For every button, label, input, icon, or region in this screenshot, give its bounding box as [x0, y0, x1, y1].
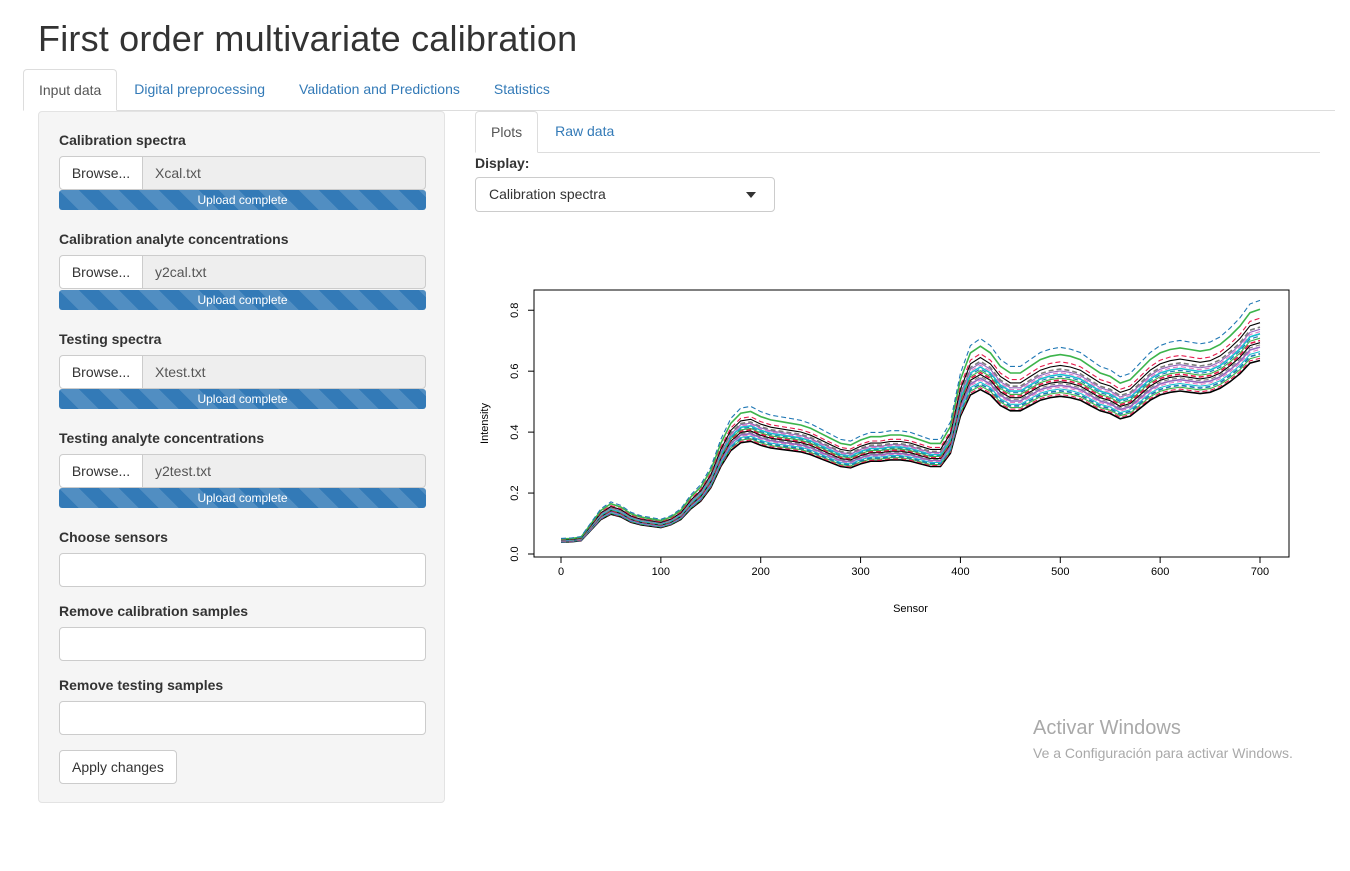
calibration-concentrations-browse-button[interactable]: Browse...: [59, 255, 143, 289]
series-line: [560, 326, 1261, 541]
testing-spectra-browse-button[interactable]: Browse...: [59, 355, 143, 389]
y-axis-label: Intensity: [479, 403, 491, 444]
y-tick-label: 0.8: [509, 303, 521, 318]
tab-digital-preprocessing[interactable]: Digital preprocessing: [134, 81, 266, 97]
display-label: Display:: [475, 155, 530, 171]
testing-concentrations-file-input: Browse... y2test.txt: [59, 454, 426, 488]
calibration-spectra-file-input: Browse... Xcal.txt: [59, 156, 426, 190]
windows-activation-watermark: Activar Windows Ve a Configuración para …: [1033, 716, 1293, 763]
output-tab-bar: Plots Raw data: [475, 111, 1320, 153]
remove-calibration-samples-label: Remove calibration samples: [59, 603, 249, 619]
apply-changes-button[interactable]: Apply changes: [59, 750, 177, 784]
series-line: [560, 317, 1261, 541]
display-select[interactable]: Calibration spectra: [475, 177, 775, 212]
tab-plots[interactable]: Plots: [475, 111, 539, 153]
x-tick-label: 700: [1251, 566, 1269, 578]
remove-testing-samples-input[interactable]: [59, 701, 426, 735]
display-select-value: Calibration spectra: [489, 186, 606, 202]
input-sidebar: Calibration spectra Browse... Xcal.txt U…: [38, 111, 445, 803]
page-title: First order multivariate calibration: [38, 18, 578, 59]
x-tick-label: 200: [752, 566, 770, 578]
series-line: [560, 337, 1261, 542]
spectra-chart-svg: 0 100 200 300 400 500 600 700 0.0 0.2 0.4 0.6 0.8 Sen…: [479, 289, 1290, 615]
tab-validation-predictions[interactable]: Validation and Predictions: [299, 81, 460, 97]
remove-testing-samples-label: Remove testing samples: [59, 677, 224, 693]
chevron-down-icon: [746, 192, 756, 198]
x-tick-label: 500: [1051, 566, 1069, 578]
watermark-title: Activar Windows: [1033, 717, 1181, 739]
tab-raw-data[interactable]: Raw data: [555, 123, 615, 139]
x-tick-label: 300: [851, 566, 869, 578]
series-line: [560, 339, 1261, 542]
progress-status: Upload complete: [197, 293, 288, 307]
x-axis-label: Sensor: [893, 603, 928, 615]
y-tick-label: 0.6: [509, 364, 521, 379]
plot-frame: [533, 289, 1290, 558]
watermark-subtitle: Ve a Configuración para activar Windows.: [1033, 745, 1293, 761]
calibration-concentrations-file-input: Browse... y2cal.txt: [59, 255, 426, 289]
x-tick-label: 100: [652, 566, 670, 578]
choose-sensors-input[interactable]: [59, 553, 426, 587]
calibration-spectra-progress: Upload complete: [59, 190, 426, 210]
y-tick-label: 0.2: [509, 485, 521, 500]
series-line: [560, 299, 1261, 539]
testing-spectra-filename[interactable]: Xtest.txt: [142, 355, 426, 389]
calibration-spectra-browse-button[interactable]: Browse...: [59, 156, 143, 190]
calibration-spectra-label: Calibration spectra: [59, 132, 186, 148]
y-tick-label: 0.0: [509, 546, 521, 561]
remove-calibration-samples-input[interactable]: [59, 627, 426, 661]
x-tick-label: 0: [558, 566, 564, 578]
x-tick-label: 600: [1151, 566, 1169, 578]
calibration-concentrations-progress: Upload complete: [59, 290, 426, 310]
tab-input-data[interactable]: Input data: [23, 69, 118, 111]
progress-status: Upload complete: [197, 392, 288, 406]
series-line: [560, 322, 1261, 541]
series-line: [560, 328, 1261, 541]
calibration-spectra-filename[interactable]: Xcal.txt: [142, 156, 426, 190]
y-tick-label: 0.4: [509, 424, 521, 439]
testing-spectra-file-input: Browse... Xtest.txt: [59, 355, 426, 389]
main-tab-bar: Input data Digital preprocessing Validat…: [23, 69, 1335, 111]
x-tick-label: 400: [951, 566, 969, 578]
choose-sensors-label: Choose sensors: [59, 529, 168, 545]
testing-spectra-label: Testing spectra: [59, 331, 162, 347]
progress-status: Upload complete: [197, 491, 288, 505]
progress-status: Upload complete: [197, 193, 288, 207]
series-line: [560, 308, 1261, 540]
spectra-plot: 0 100 200 300 400 500 600 700 0.0 0.2 0.4 0.6 0.8 Sen…: [475, 270, 1305, 635]
testing-concentrations-browse-button[interactable]: Browse...: [59, 454, 143, 488]
testing-concentrations-label: Testing analyte concentrations: [59, 430, 265, 446]
calibration-concentrations-filename[interactable]: y2cal.txt: [142, 255, 426, 289]
tab-statistics[interactable]: Statistics: [493, 81, 550, 97]
series-line: [560, 335, 1261, 542]
calibration-concentrations-label: Calibration analyte concentrations: [59, 231, 289, 247]
testing-concentrations-progress: Upload complete: [59, 488, 426, 508]
testing-concentrations-filename[interactable]: y2test.txt: [142, 454, 426, 488]
testing-spectra-progress: Upload complete: [59, 389, 426, 409]
series-line: [560, 333, 1261, 542]
